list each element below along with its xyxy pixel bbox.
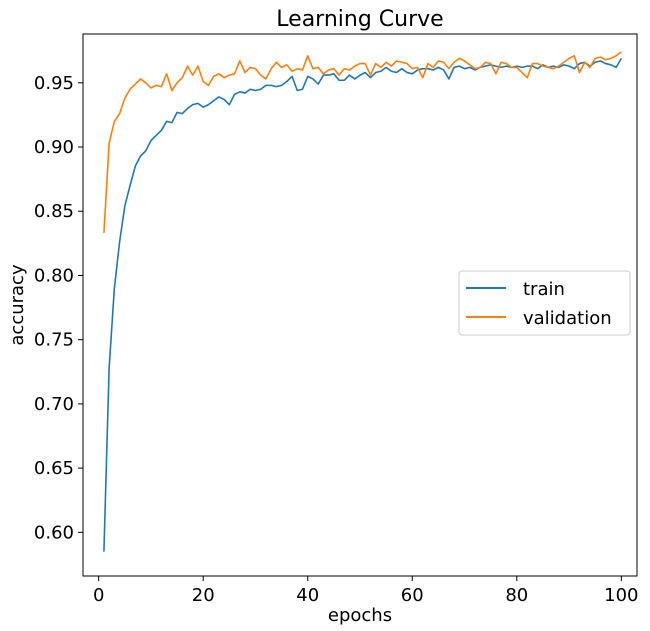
x-tick-label: 100 bbox=[604, 585, 638, 606]
x-axis: 0 20 40 60 80 100 bbox=[93, 576, 639, 606]
y-axis-label: accuracy bbox=[7, 264, 28, 346]
y-tick-label: 0.95 bbox=[34, 73, 74, 94]
y-tick-label: 0.80 bbox=[34, 265, 74, 286]
x-axis-label: epochs bbox=[328, 605, 392, 626]
legend-label-validation: validation bbox=[523, 308, 612, 329]
y-axis: 0.60 0.65 0.70 0.75 0.80 0.85 0.90 0.95 bbox=[34, 73, 83, 543]
chart-title: Learning Curve bbox=[276, 7, 443, 32]
x-tick-label: 20 bbox=[192, 585, 215, 606]
y-tick-label: 0.85 bbox=[34, 201, 74, 222]
y-tick-label: 0.70 bbox=[34, 394, 74, 415]
y-tick-label: 0.75 bbox=[34, 330, 74, 351]
plot-area bbox=[82, 33, 638, 577]
plot-frame bbox=[82, 33, 638, 577]
x-tick-label: 80 bbox=[505, 585, 528, 606]
series-layer bbox=[103, 51, 623, 552]
x-tick-label: 40 bbox=[296, 585, 319, 606]
y-tick-label: 0.60 bbox=[34, 522, 74, 543]
x-tick-label: 60 bbox=[401, 585, 424, 606]
y-tick-label: 0.90 bbox=[34, 137, 74, 158]
series-line-validation bbox=[103, 51, 622, 234]
legend: train validation bbox=[458, 270, 631, 336]
x-tick-label: 0 bbox=[93, 585, 104, 606]
y-tick-label: 0.65 bbox=[34, 458, 74, 479]
series-line-train bbox=[103, 57, 623, 552]
legend-label-train: train bbox=[523, 279, 565, 300]
